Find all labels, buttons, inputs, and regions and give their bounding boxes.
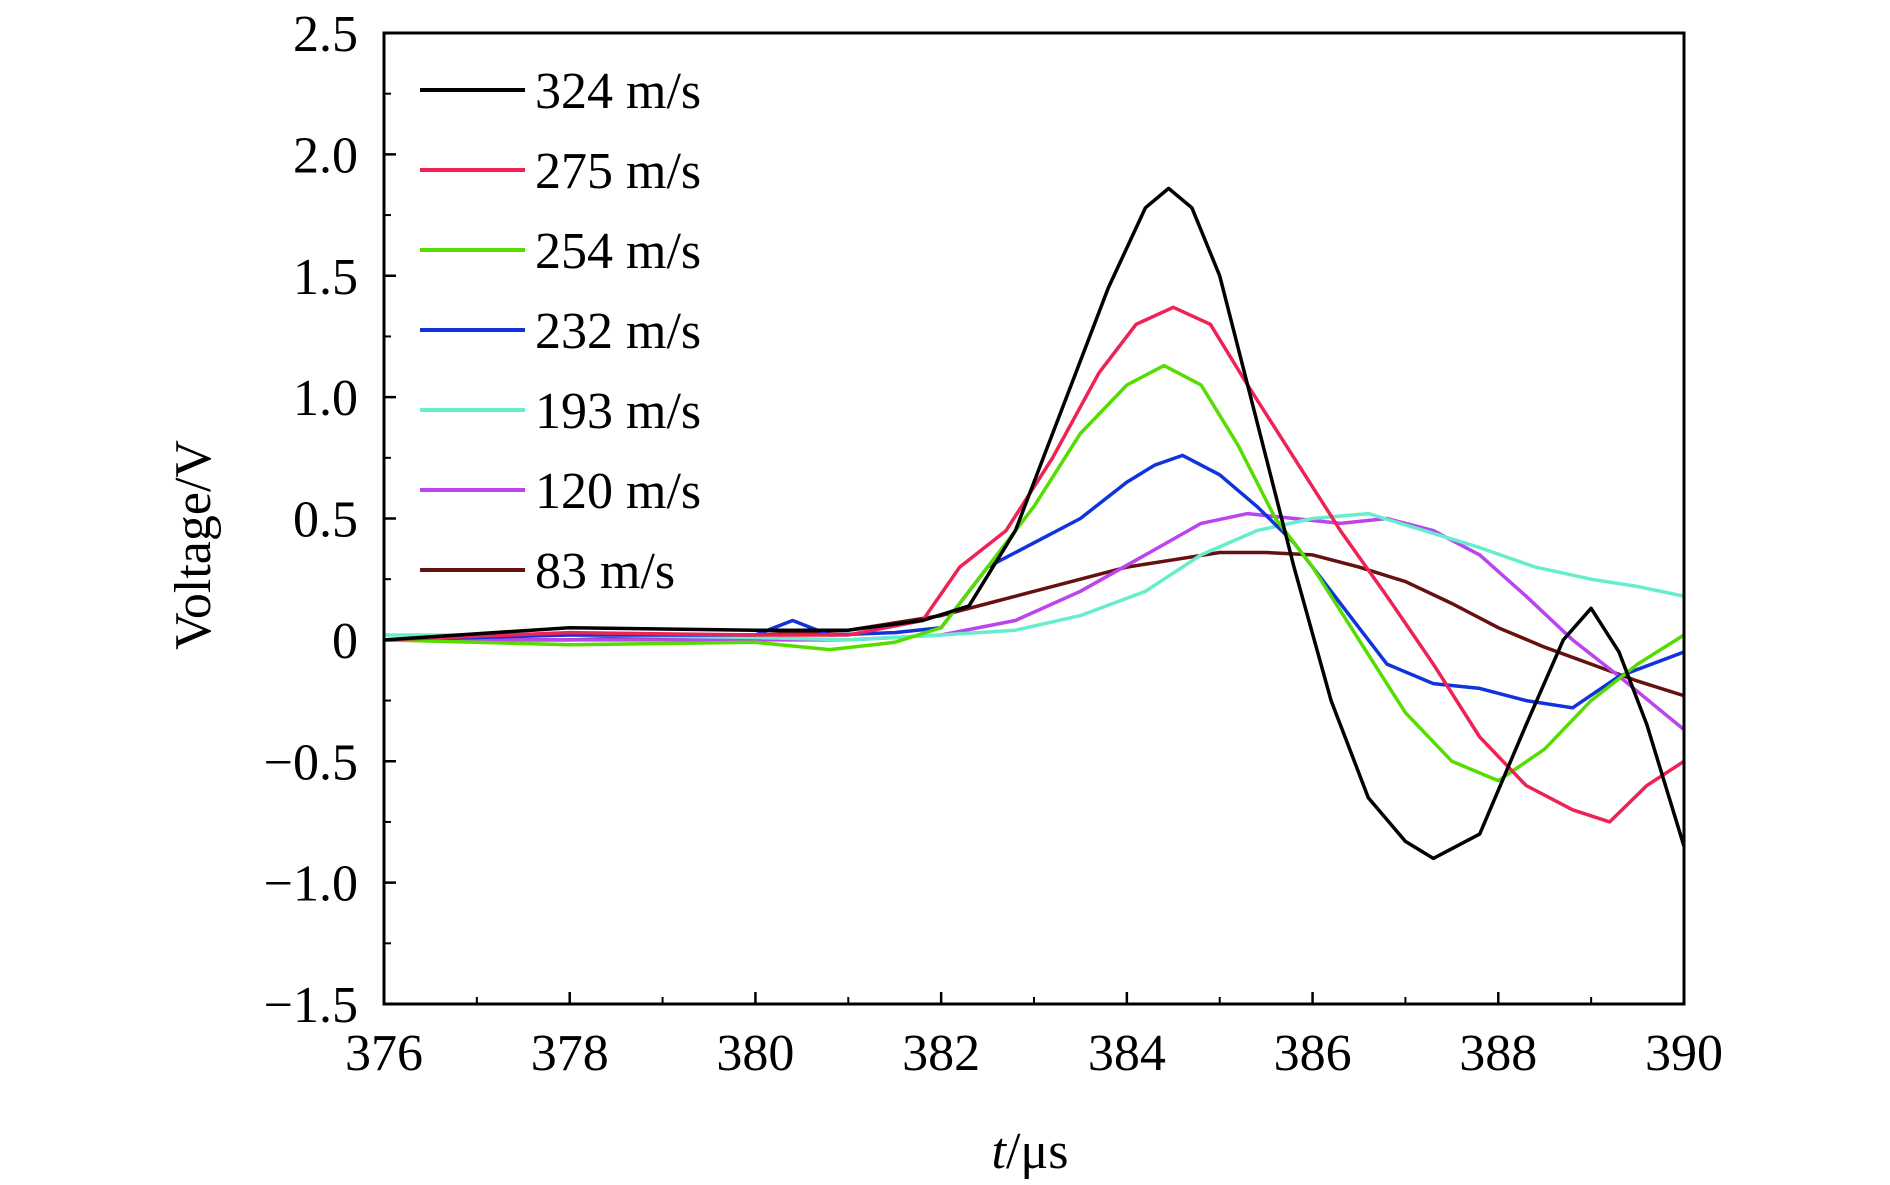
legend-item: 324 m/s [420,63,701,120]
x-tick-label: 382 [902,1025,980,1082]
y-tick-label: 0 [332,613,358,670]
y-axis-title: Voltage/V [165,440,222,650]
x-tick-label: 386 [1274,1025,1352,1082]
legend-label: 254 m/s [535,223,701,280]
legend-item: 120 m/s [420,463,701,520]
y-tick-label: −0.5 [264,734,358,791]
y-tick-label: −1.5 [264,977,358,1034]
x-tick-label: 378 [531,1025,609,1082]
y-tick-label: 2.5 [293,6,358,63]
series-line-193-m-s [384,511,1684,642]
x-axis: 376 378 380 382 384 386 388 390 [345,992,1723,1082]
legend-label: 232 m/s [535,303,701,360]
x-axis-title-unit: /μs [1006,1123,1069,1180]
legend-item: 254 m/s [420,223,701,280]
x-tick-label: 384 [1088,1025,1166,1082]
x-axis-title-italic: t [991,1123,1007,1180]
y-axis: 2.5 2.0 1.5 1.0 0.5 0 −0.5 −1.0 −1.5 [264,6,396,1034]
legend-label: 324 m/s [535,63,701,120]
legend-label: 275 m/s [535,143,701,200]
y-tick-label: 1.0 [293,370,358,427]
legend-item: 275 m/s [420,143,701,200]
x-tick-label: 390 [1645,1025,1723,1082]
x-tick-label: 376 [345,1025,423,1082]
y-tick-label: 2.0 [293,127,358,184]
legend-item: 193 m/s [420,383,701,440]
y-axis-title-group: Voltage/V [165,440,222,650]
legend-label: 83 m/s [535,543,675,600]
series-line-324-m-s [384,186,1684,861]
x-axis-title-group: t/μs [991,1123,1068,1180]
legend-item: 232 m/s [420,303,701,360]
series-layer [384,186,1684,861]
legend: 324 m/s 275 m/s 254 m/s 232 m/s 193 m/s 120 m… [420,63,701,600]
y-tick-label: −1.0 [264,856,358,913]
legend-label: 120 m/s [535,463,701,520]
series-line-232-m-s [384,453,1684,710]
y-tick-label: 1.5 [293,249,358,306]
legend-label: 193 m/s [535,383,701,440]
y-tick-label: 0.5 [293,492,358,549]
x-tick-label: 388 [1459,1025,1537,1082]
x-axis-title: t/μs [991,1123,1068,1180]
x-tick-label: 380 [716,1025,794,1082]
legend-item: 83 m/s [420,543,675,600]
